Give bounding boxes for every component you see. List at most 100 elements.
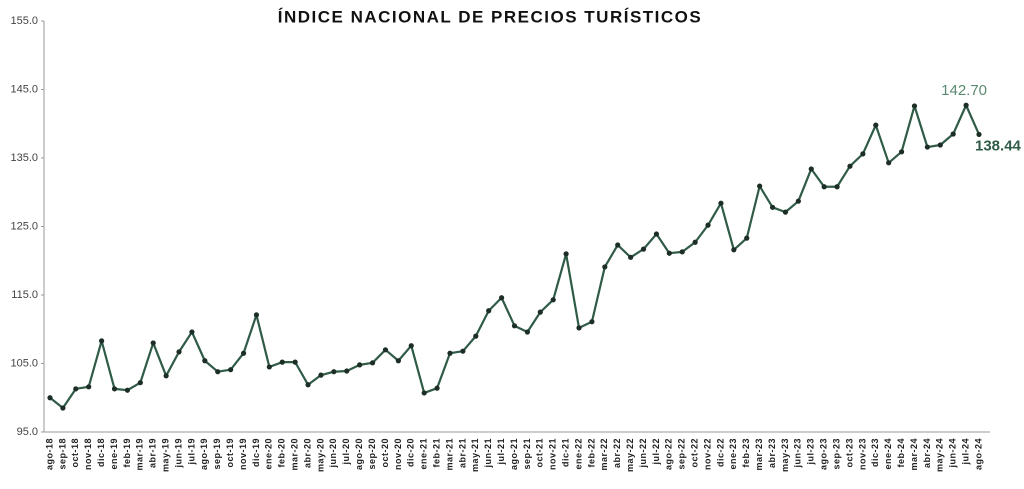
x-tick-label: oct-18	[70, 438, 80, 468]
point	[898, 149, 905, 155]
y-tick-label: 145.0	[10, 83, 38, 95]
point	[111, 386, 118, 392]
point	[331, 369, 337, 375]
x-tick-label: jun-24	[948, 438, 958, 469]
x-tick-label: jun-20	[328, 438, 338, 469]
x-tick-label: ago-19	[199, 438, 209, 470]
point	[886, 160, 892, 166]
point	[124, 387, 131, 393]
x-tick-label: ene-22	[573, 438, 583, 470]
point	[782, 209, 789, 215]
point	[266, 364, 272, 370]
x-tick-label: jun-21	[483, 438, 493, 469]
x-tick-label: feb-19	[122, 438, 132, 468]
x-tick-label: sep-23	[831, 438, 841, 470]
x-tick-label: dic-23	[870, 438, 880, 467]
x-tick-label: abr-24	[922, 438, 932, 468]
x-tick-label: ene-23	[728, 438, 738, 470]
x-tick-label: may-20	[315, 438, 325, 472]
value-label: 138.44	[975, 137, 1022, 154]
point	[382, 347, 389, 353]
x-tick-label: dic-20	[406, 438, 416, 467]
point	[253, 312, 260, 318]
x-tick-label: ene-20	[264, 438, 274, 470]
x-tick-label: ene-19	[109, 438, 119, 470]
point	[524, 329, 531, 335]
x-tick-label: nov-18	[83, 438, 93, 470]
x-tick-label: nov-21	[548, 438, 558, 470]
point	[628, 254, 634, 260]
point	[576, 325, 582, 331]
x-tick-label: abr-22	[612, 438, 622, 468]
x-tick-label: jul-20	[341, 438, 351, 466]
point	[460, 348, 466, 354]
x-tick-label: oct-22	[690, 438, 700, 468]
point	[176, 349, 182, 355]
y-tick-label: 115.0	[11, 289, 38, 301]
point	[498, 295, 505, 301]
x-tick-label: feb-20	[277, 438, 287, 468]
point	[692, 239, 698, 245]
x-tick-label: dic-22	[715, 438, 725, 467]
point	[757, 183, 763, 189]
y-tick-label: 155.0	[10, 15, 38, 27]
y-tick-label: 125.0	[10, 220, 38, 232]
x-tick-label: sep-20	[367, 438, 377, 470]
point	[369, 360, 376, 366]
x-tick-label: jun-23	[793, 438, 803, 469]
x-tick-label: ene-21	[419, 438, 429, 470]
point	[911, 103, 918, 109]
point	[963, 102, 969, 108]
x-tick-label: ago-20	[354, 438, 364, 470]
point	[73, 386, 79, 392]
x-tick-label: jul-24	[960, 438, 970, 466]
x-tick-label: sep-21	[522, 438, 532, 470]
point	[731, 247, 737, 253]
point	[408, 343, 414, 349]
x-tick-label: abr-20	[302, 438, 312, 468]
point	[486, 308, 492, 314]
x-tick-label: ago-22	[664, 438, 674, 470]
point	[47, 395, 53, 401]
x-tick-label: oct-19	[225, 438, 235, 468]
point	[847, 163, 853, 169]
y-tick-label: 95.0	[17, 426, 38, 438]
x-tick-label: mar-21	[444, 438, 454, 471]
point	[808, 166, 814, 172]
point	[137, 380, 143, 386]
point	[86, 384, 92, 390]
point	[705, 222, 711, 228]
x-tick-label: sep-22	[677, 438, 687, 470]
x-tick-label: mar-22	[599, 438, 609, 471]
point	[240, 350, 247, 356]
point	[189, 329, 195, 335]
point	[150, 340, 156, 346]
point	[511, 323, 518, 329]
x-tick-label: may-23	[780, 438, 790, 472]
point	[615, 242, 621, 248]
point	[744, 235, 750, 241]
point	[950, 131, 956, 137]
point	[640, 246, 647, 252]
point	[99, 338, 105, 344]
x-tick-label: oct-21	[535, 438, 545, 468]
point	[473, 333, 479, 339]
point	[563, 251, 569, 257]
x-tick-label: feb-23	[741, 438, 751, 468]
y-tick-label: 105.0	[10, 357, 38, 369]
point	[550, 297, 556, 303]
point	[924, 144, 930, 150]
point	[202, 358, 208, 364]
point	[279, 359, 285, 365]
point	[679, 249, 685, 255]
point	[318, 372, 324, 378]
x-tick-label: nov-23	[857, 438, 867, 470]
x-tick-label: sep-19	[212, 438, 222, 470]
x-tick-label: nov-20	[393, 438, 403, 470]
x-tick-label: nov-19	[238, 438, 248, 470]
point	[769, 204, 776, 210]
x-tick-label: may-22	[625, 438, 635, 472]
point	[795, 198, 801, 204]
point	[228, 367, 234, 373]
